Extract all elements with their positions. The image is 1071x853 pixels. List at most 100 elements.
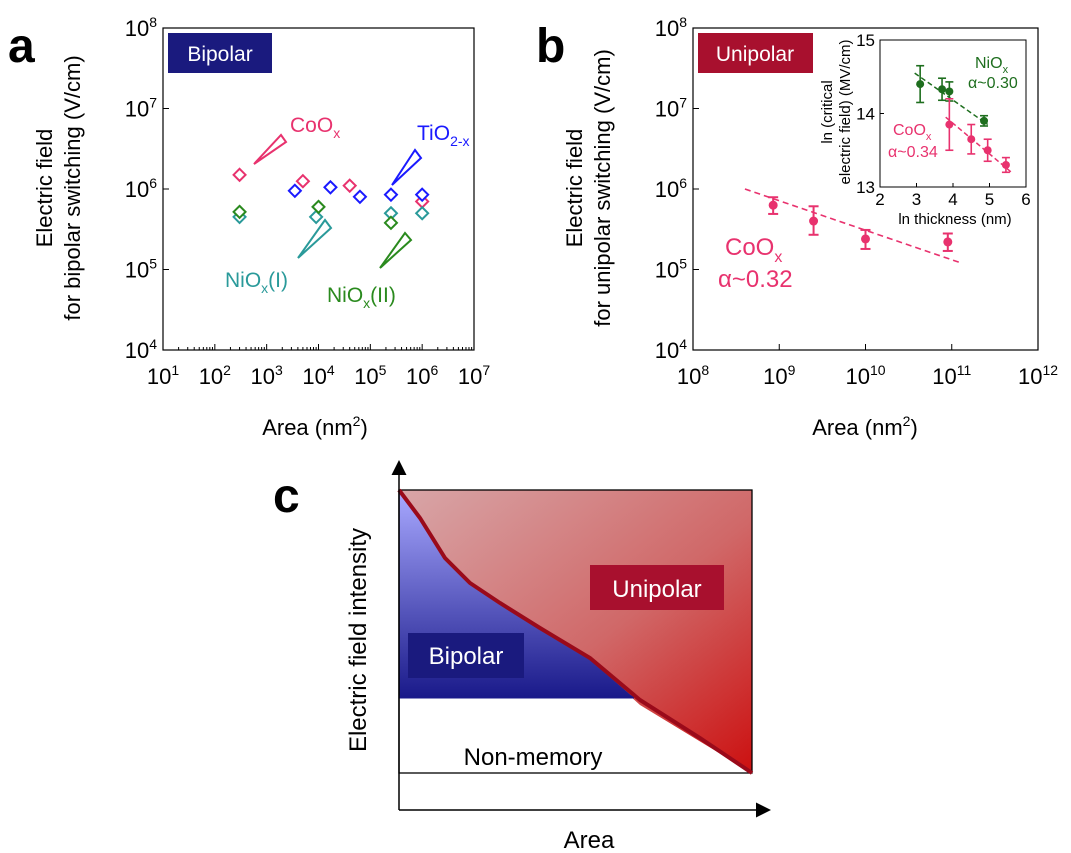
panel-a-coox-label: CoOx [290, 114, 340, 141]
panel-b-inset-coox-label: CoOx [893, 122, 932, 143]
panel-b-inset-xtick-label: 6 [1021, 190, 1030, 209]
panel-a-xlabel-sup: 2 [353, 413, 361, 429]
panel-a-niox1-end: (I) [268, 269, 288, 292]
panel-a-xtick-label: 105 [354, 362, 386, 389]
panel-b-ylabel: Electric field for unipolar switching (V… [562, 49, 615, 327]
panel-a-ytick-label: 106 [125, 175, 157, 202]
panel-b-xlabel-text: Area (nm [812, 415, 902, 440]
panel-a-point-nioxii [383, 215, 399, 231]
panel-a-letter: a [8, 20, 35, 73]
panel-b-inset: ln (critical electric field) (MV/cm) 151… [819, 31, 1031, 228]
panel-b: b Electric field for unipolar switching … [536, 14, 1058, 440]
panel-a-plot-frame [162, 27, 475, 351]
panel-a-xtick-label: 106 [406, 362, 438, 389]
panel-b-inset-point-coox [983, 146, 992, 155]
panel-a-point-nioxii [232, 204, 247, 220]
panel-c-bipolar-box [408, 633, 524, 678]
panel-a-ylabel: Electric field for bipolar switching (V/… [32, 55, 85, 320]
panel-b-y-ticks: 108 107 106 105 104 [655, 14, 699, 363]
panel-a-xlabel-text: Area (nm [262, 415, 352, 440]
panel-a-xtick-label: 107 [458, 362, 490, 389]
panel-a-niox2-pointer [379, 231, 413, 269]
panel-b-inset-coox-main: CoO [893, 122, 926, 139]
panel-a-coox-sub: x [333, 125, 340, 141]
panel-b-coox-alpha: α~0.32 [718, 266, 793, 293]
panel-a-ytick-label: 108 [125, 14, 157, 41]
panel-a-point-coox [342, 178, 358, 194]
panel-a-coox-main: CoO [290, 114, 333, 137]
panel-b-fit-line [744, 188, 962, 264]
panel-b-ylabel-line1: Electric field [562, 129, 587, 248]
panel-c-bipolar-label: Bipolar [429, 643, 504, 670]
panel-b-inset-niox-main: NiO [975, 55, 1003, 72]
panel-a-tio2-label: TiO2-x [417, 122, 470, 149]
panel-b-inset-point-niox [938, 85, 947, 94]
panel-b-inset-xtick-label: 3 [912, 190, 921, 209]
panel-b-inset-x-ticks: 2 3 4 5 6 [875, 183, 1031, 209]
panel-b-unipolar-box-label: Unipolar [716, 43, 794, 66]
panel-a-niox1-sub: x [261, 280, 268, 296]
panel-b-inset-niox-label: NiOx [975, 55, 1009, 76]
panel-c-xlabel: Area [564, 827, 615, 853]
panel-b-inset-coox-alpha: α~0.34 [888, 144, 938, 161]
panel-b-xlabel: Area (nm2) [812, 413, 918, 440]
panel-b-point-coox [943, 237, 953, 247]
panel-b-x-ticks: 108 109 1010 1011 1012 [677, 344, 1058, 389]
panel-b-coox-sub: x [774, 249, 782, 266]
panel-a-tio2-sub: 2-x [450, 133, 469, 149]
panel-a-bipolar-box-label: Bipolar [187, 43, 252, 66]
panel-a-coox-pointer [253, 133, 288, 165]
panel-b-ytick-label: 106 [655, 175, 687, 202]
panel-b-inset-ytick-label: 14 [856, 105, 875, 124]
panel-a: a Electric field for bipolar switching (… [8, 14, 490, 440]
panel-b-coox-main: CoO [725, 234, 774, 261]
panel-c-unipolar-label: Unipolar [612, 576, 701, 603]
panel-b-unipolar-box [698, 33, 813, 73]
panel-b-inset-xtick-label: 2 [875, 190, 884, 209]
panel-a-xlabel-end: ) [360, 415, 367, 440]
panel-a-point-coox [295, 173, 311, 189]
panel-b-inset-xtick-label: 4 [948, 190, 957, 209]
panel-a-ytick-label: 107 [125, 95, 157, 122]
panel-b-xtick-label: 1010 [845, 362, 885, 389]
panel-c-unipolar-box [590, 565, 724, 610]
panel-a-niox1-label: NiOx(I) [225, 269, 288, 296]
panel-a-xtick-label: 101 [147, 362, 179, 389]
panel-b-inset-point-niox [945, 87, 954, 96]
panel-a-niox2-label: NiOx(II) [327, 284, 396, 311]
panel-b-fit-line-coox [744, 188, 962, 264]
panel-a-niox1-main: NiO [225, 269, 261, 292]
panel-b-inset-coox-sub: x [926, 131, 932, 143]
panel-b-inset-ylabel: ln (critical electric field) (MV/cm) [819, 39, 854, 184]
panel-a-point-nioxi [414, 205, 430, 221]
panel-a-xtick-label: 104 [302, 362, 334, 389]
panel-b-inset-xtick-label: 5 [985, 190, 994, 209]
panel-a-point-nioxi [308, 209, 324, 225]
panel-b-xtick-label: 109 [763, 362, 795, 389]
panel-a-y-ticks: 108 107 106 105 104 [125, 14, 169, 363]
panel-b-inset-point-coox [967, 135, 976, 144]
panel-a-point-tio2x [352, 189, 368, 205]
panel-b-xtick-label: 108 [677, 362, 709, 389]
panel-b-inset-point-niox [916, 80, 925, 89]
panel-a-ylabel-line1: Electric field [32, 129, 57, 248]
panel-b-inset-ylabel-line2: electric field) (MV/cm) [837, 39, 854, 184]
panel-b-ytick-label: 107 [655, 95, 687, 122]
panel-b-inset-ylabel-line1: ln (critical [819, 80, 836, 143]
panel-a-xtick-label: 103 [251, 362, 283, 389]
panel-c-ylabel: Electric field intensity [345, 528, 372, 752]
panel-a-xlabel: Area (nm2) [262, 413, 368, 440]
panel-b-xlabel-end: ) [910, 415, 917, 440]
panel-b-xtick-label: 1012 [1018, 362, 1058, 389]
panel-a-x-ticks: 101 102 103 104 105 106 107 [147, 344, 490, 389]
panel-a-ytick-label: 105 [125, 256, 157, 283]
panel-a-point-tio2x [287, 183, 303, 199]
panel-b-inset-fit-coox [945, 116, 1012, 173]
panel-a-ytick-label: 104 [125, 336, 157, 363]
panel-a-niox2-sub: x [363, 295, 370, 311]
panel-b-xtick-label: 1011 [932, 362, 971, 389]
panel-a-point-nioxii [311, 199, 326, 215]
panel-a-bipolar-box [168, 33, 272, 73]
panel-b-ylabel-line2: for unipolar switching (V/cm) [590, 49, 615, 327]
